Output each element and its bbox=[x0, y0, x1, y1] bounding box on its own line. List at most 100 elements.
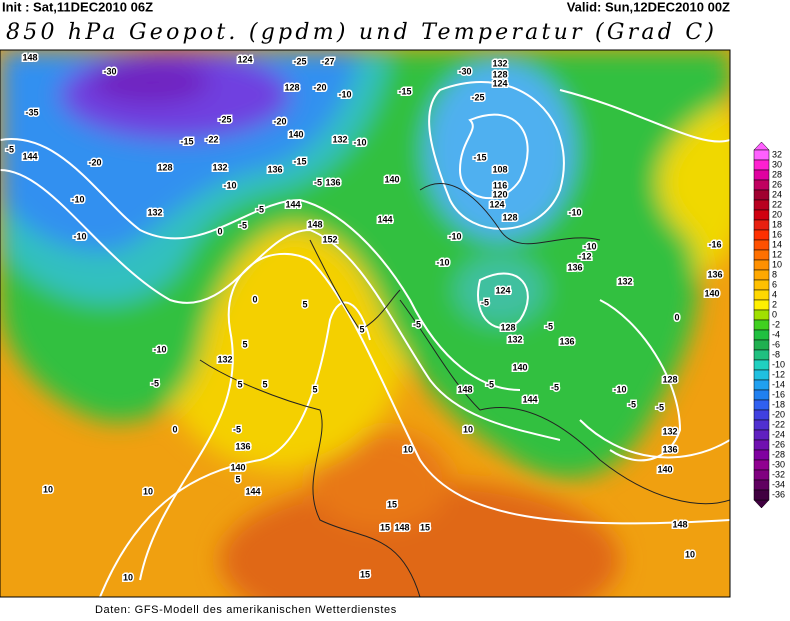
contour-label: 128 bbox=[284, 82, 299, 92]
contour-label: -10 bbox=[613, 384, 626, 394]
colorbar-cell bbox=[753, 329, 770, 341]
colorbar-tick-label: -6 bbox=[772, 339, 780, 349]
colorbar-cell bbox=[753, 479, 770, 491]
contour-label: 132 bbox=[507, 334, 522, 344]
colorbar-tick-label: 6 bbox=[772, 279, 777, 289]
colorbar-cell bbox=[753, 369, 770, 381]
colorbar: 32302826242220181614121086420-2-4-6-8-10… bbox=[753, 141, 785, 509]
colorbar-tick-label: 10 bbox=[772, 259, 782, 269]
contour-label: 124 bbox=[495, 285, 510, 295]
contour-label: 5 bbox=[262, 379, 267, 389]
coastline bbox=[399, 299, 730, 505]
colorbar-cell bbox=[753, 469, 770, 481]
warm-area bbox=[310, 430, 450, 530]
colorbar-cell bbox=[753, 229, 770, 241]
contour-label: 10 bbox=[685, 549, 695, 559]
contour-label: 140 bbox=[230, 462, 245, 472]
contour-label: -5 bbox=[551, 382, 559, 392]
contour-label: -16 bbox=[708, 239, 721, 249]
contour-label: -25 bbox=[471, 92, 484, 102]
colorbar-top-arrow bbox=[753, 141, 770, 151]
contour-label: 140 bbox=[512, 362, 527, 372]
contour-label: -5 bbox=[545, 321, 553, 331]
contour-label: -5 bbox=[481, 297, 489, 307]
contour-label: 144 bbox=[377, 214, 392, 224]
contour-label: 132 bbox=[212, 162, 227, 172]
contour-label: -15 bbox=[473, 152, 486, 162]
contour-line bbox=[0, 169, 561, 441]
colorbar-tick-label: -32 bbox=[772, 469, 785, 479]
colorbar-bottom-arrow bbox=[753, 499, 770, 509]
contour-label: 144 bbox=[245, 486, 260, 496]
colorbar-cell bbox=[753, 429, 770, 441]
contour-label: -5 bbox=[239, 220, 247, 230]
contour-label: 140 bbox=[384, 174, 399, 184]
cold-area bbox=[455, 255, 545, 325]
colorbar-tick-label: 2 bbox=[772, 299, 777, 309]
colorbar-tick-label: -30 bbox=[772, 459, 785, 469]
contour-line bbox=[579, 419, 730, 459]
contour-label: 120 bbox=[492, 189, 507, 199]
contour-label: 116 bbox=[493, 180, 508, 190]
colorbar-tick-label: 14 bbox=[772, 239, 782, 249]
contour-label: 10 bbox=[463, 424, 473, 434]
contour-label: -20 bbox=[273, 116, 286, 126]
colorbar-tick-label: 32 bbox=[772, 149, 782, 159]
colorbar-tick-label: -4 bbox=[772, 329, 780, 339]
colorbar-tick-label: 20 bbox=[772, 209, 782, 219]
contour-label: -12 bbox=[578, 251, 591, 261]
contour-label: 144 bbox=[285, 199, 300, 209]
contour-label: -15 bbox=[180, 136, 193, 146]
contour-label: 144 bbox=[522, 394, 537, 404]
contour-label: -15 bbox=[398, 86, 411, 96]
contour-label: 132 bbox=[492, 58, 507, 68]
contour-label: -30 bbox=[458, 66, 471, 76]
colorbar-cell bbox=[753, 159, 770, 171]
contour-label: 5 bbox=[359, 324, 364, 334]
colorbar-cell bbox=[753, 289, 770, 301]
contour-label: 0 bbox=[674, 312, 679, 322]
contour-label: 0 bbox=[217, 226, 222, 236]
contour-label: -22 bbox=[205, 134, 218, 144]
contour-label: -5 bbox=[628, 399, 636, 409]
contour-label: -20 bbox=[313, 82, 326, 92]
colorbar-tick-label: -18 bbox=[772, 399, 785, 409]
contour-label: 148 bbox=[394, 522, 409, 532]
contour-label: -10 bbox=[223, 180, 236, 190]
colorbar-tick-label: 26 bbox=[772, 179, 782, 189]
contour-label: 10 bbox=[143, 486, 153, 496]
colorbar-cell bbox=[753, 319, 770, 331]
colorbar-cell bbox=[753, 239, 770, 251]
colorbar-cell bbox=[753, 259, 770, 271]
contour-label: 136 bbox=[707, 269, 722, 279]
contour-label: -27 bbox=[321, 56, 334, 66]
contour-label: -10 bbox=[73, 231, 86, 241]
map-frame bbox=[0, 49, 731, 598]
colorbar-cell bbox=[753, 439, 770, 451]
colorbar-tick-label: 30 bbox=[772, 159, 782, 169]
contour-label: 15 bbox=[380, 522, 390, 532]
contour-label: 144 bbox=[22, 151, 37, 161]
colorbar-cell bbox=[753, 459, 770, 471]
contour-label: -5 bbox=[256, 204, 264, 214]
colorbar-cell bbox=[753, 209, 770, 221]
colorbar-tick-label: -22 bbox=[772, 419, 785, 429]
contour-label: 128 bbox=[500, 322, 515, 332]
colorbar-cell bbox=[753, 219, 770, 231]
contour-label: 132 bbox=[617, 276, 632, 286]
contour-label: 5 bbox=[237, 379, 242, 389]
contour-label: -5 bbox=[413, 319, 421, 329]
warm-area bbox=[220, 480, 620, 597]
contour-label: -20 bbox=[88, 157, 101, 167]
colorbar-cell bbox=[753, 149, 770, 161]
colorbar-cell bbox=[753, 359, 770, 371]
contour-label: 132 bbox=[217, 354, 232, 364]
contour-label: 124 bbox=[492, 78, 507, 88]
colorbar-cell bbox=[753, 349, 770, 361]
contour-label: 15 bbox=[420, 522, 430, 532]
contour-label: 5 bbox=[242, 339, 247, 349]
coastline bbox=[199, 359, 421, 597]
contour-label: 5 bbox=[302, 299, 307, 309]
colorbar-tick-label: -8 bbox=[772, 349, 780, 359]
